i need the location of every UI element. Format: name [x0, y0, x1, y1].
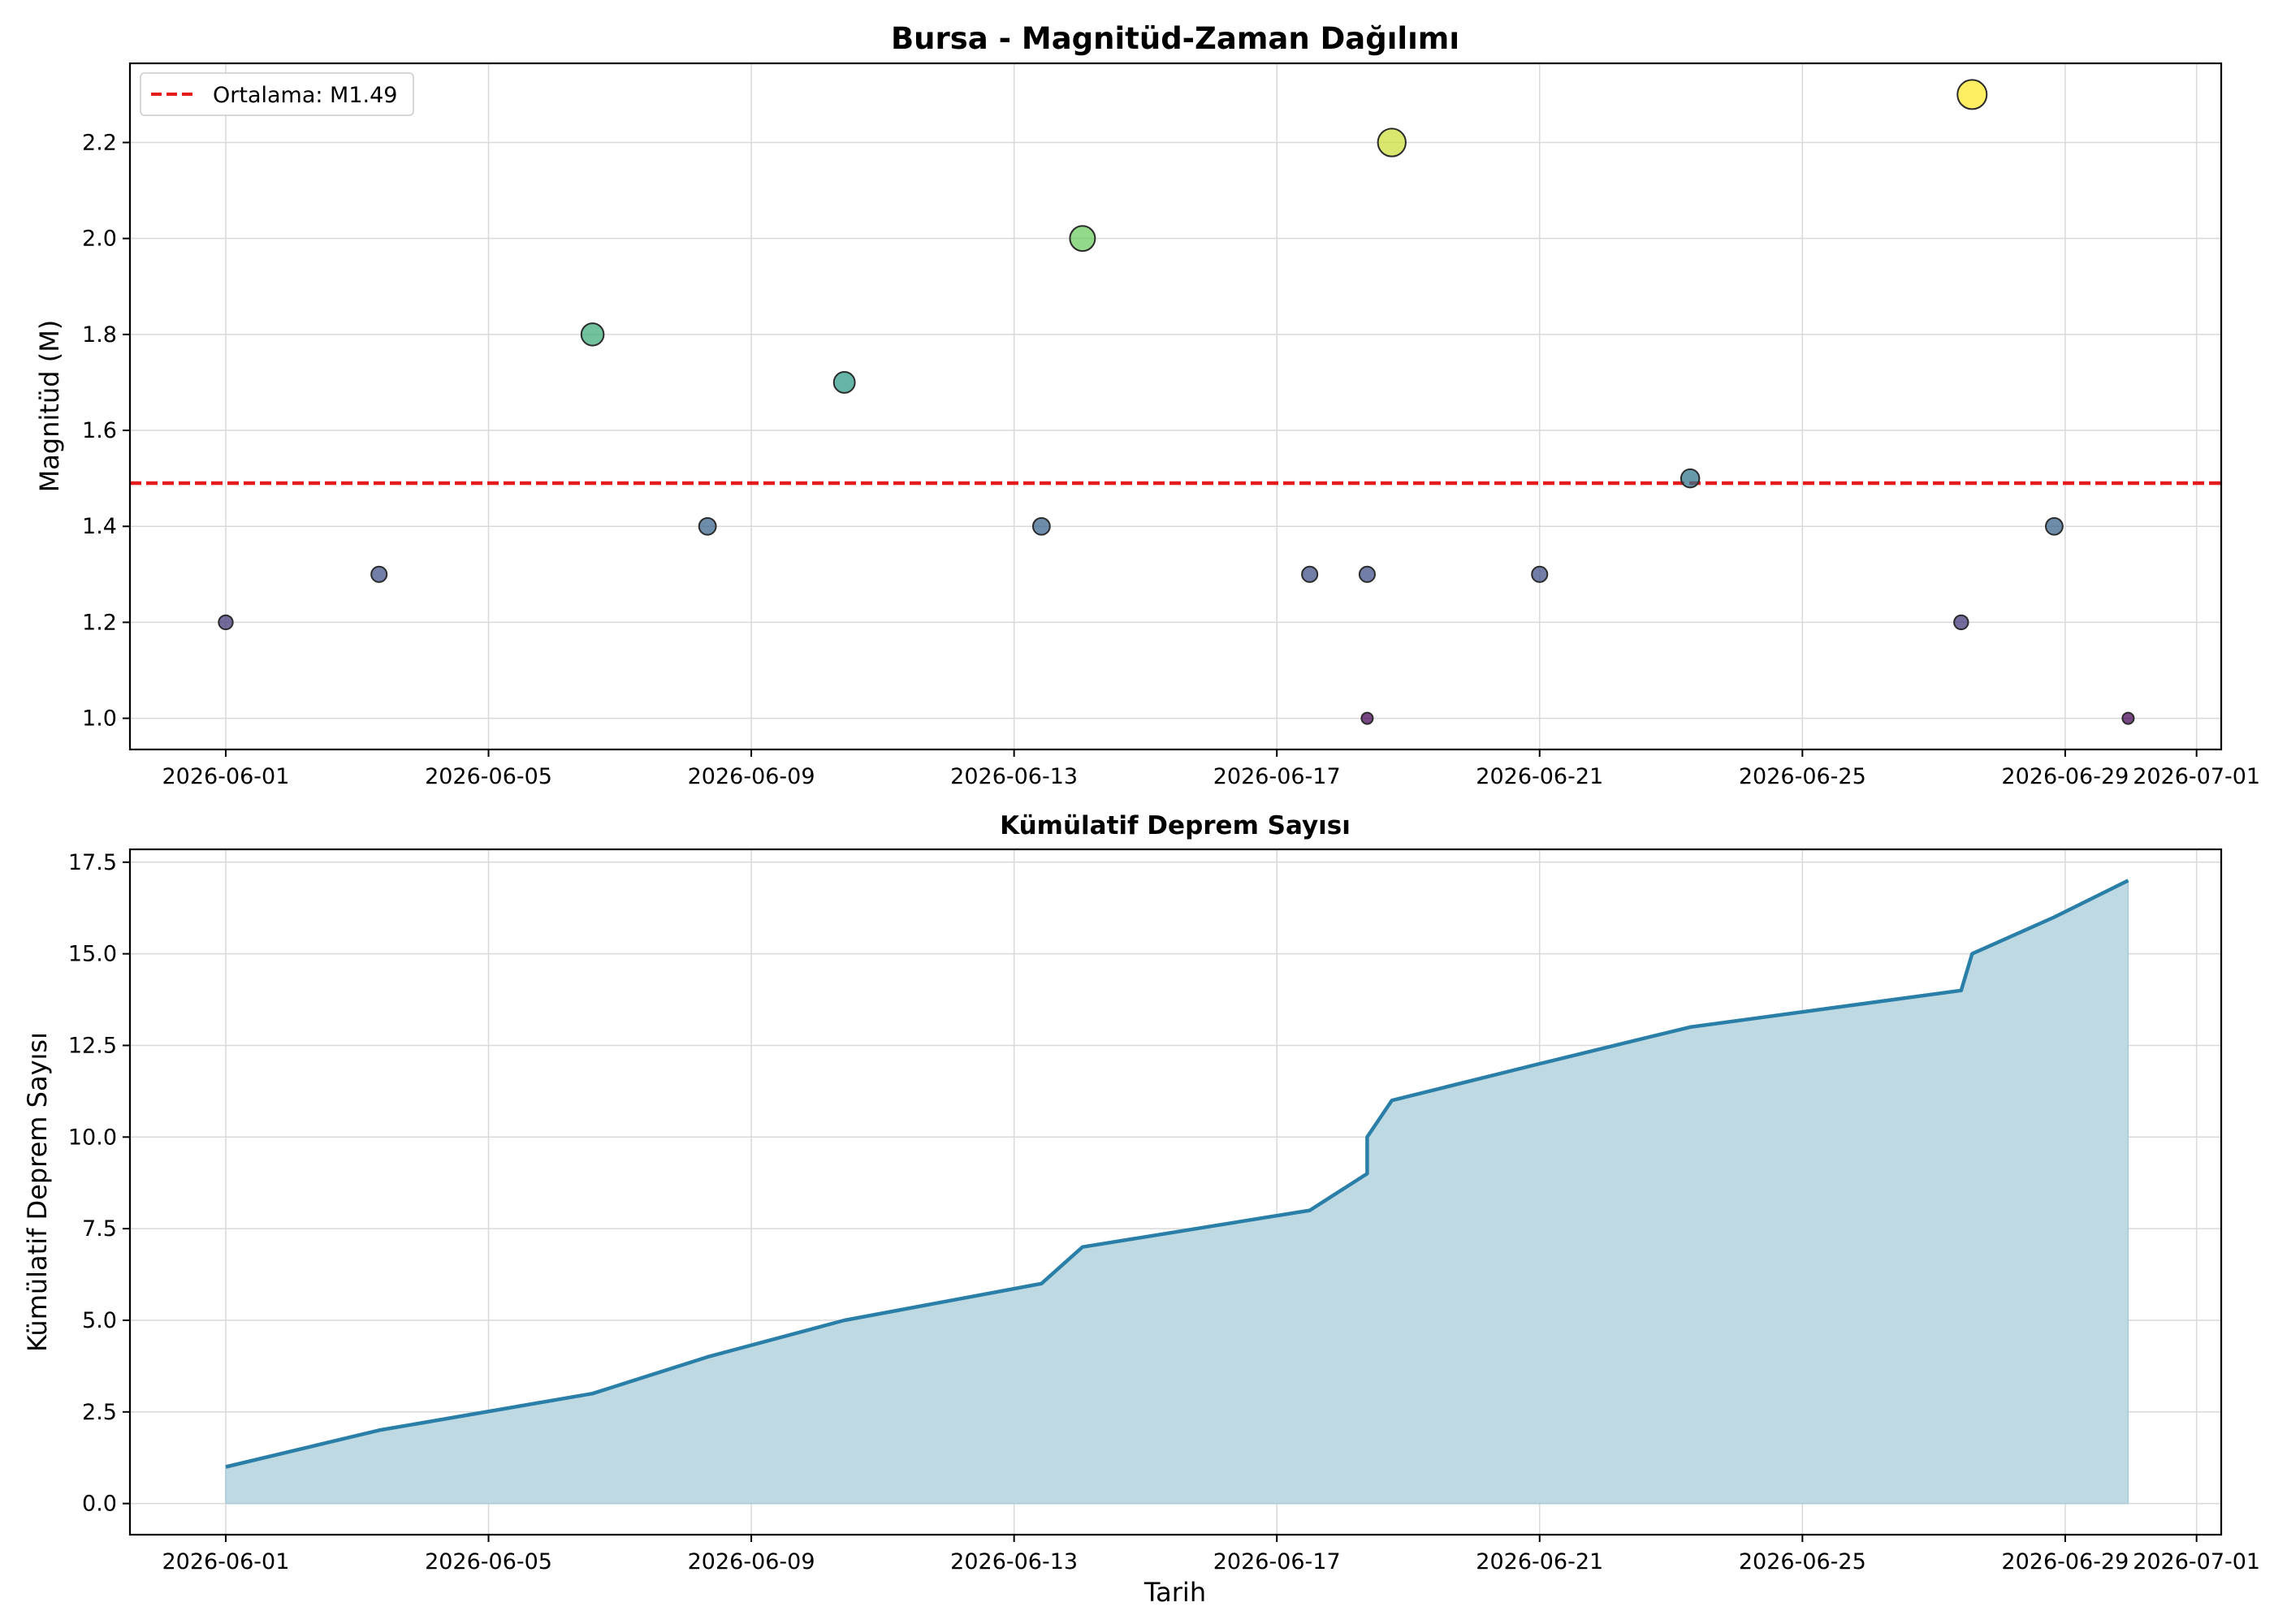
y-tick-label: 1.4	[82, 514, 117, 539]
x-axis-label: Tarih	[1143, 1577, 1206, 1608]
x-tick-label: 2026-07-01	[2133, 1549, 2260, 1574]
data-marks	[130, 79, 2221, 725]
y-tick-label: 15.0	[68, 942, 117, 967]
y-axis-label: Kümülatif Deprem Sayısı	[22, 1032, 53, 1352]
x-tick-label: 2026-06-21	[1476, 764, 1603, 789]
magnitude-time-panel: Bursa - Magnitüd-Zaman Dağılımı 2026-06-…	[34, 21, 2260, 789]
y-axis-label: Magnitüd (M)	[34, 320, 65, 493]
scatter-point	[1069, 225, 1096, 253]
cumulative-area-fill	[225, 879, 2129, 1505]
legend-mean-label: Ortalama: M1.49	[213, 83, 397, 108]
legend: Ortalama: M1.49	[140, 72, 414, 116]
y-tick-label: 17.5	[68, 850, 117, 875]
x-tick-label: 2026-06-13	[950, 764, 1078, 789]
legend-box	[140, 72, 414, 116]
scatter-point	[1031, 516, 1051, 536]
scatter-point	[698, 516, 717, 536]
scatter-point	[1956, 79, 1988, 110]
y-tick-label: 0.0	[82, 1492, 117, 1517]
scatter-point	[1377, 127, 1407, 158]
y-tick-label: 1.0	[82, 706, 117, 732]
scatter-point	[580, 322, 605, 347]
x-tick-label: 2026-06-29	[2001, 1549, 2129, 1574]
scatter-point	[370, 565, 388, 583]
y-axis-ticks: 1.0 1.2 1.4 1.6 1.8 2.0 2.2	[82, 131, 130, 732]
y-axis-ticks: 0.0 2.5 5.0 7.5 10.0 12.5 15.0 17.5	[68, 850, 130, 1517]
scatter-point	[2121, 711, 2135, 725]
y-tick-label: 10.0	[68, 1125, 117, 1150]
scatter-point	[2045, 516, 2064, 536]
x-tick-label: 2026-06-09	[688, 764, 815, 789]
y-tick-label: 5.0	[82, 1308, 117, 1333]
x-tick-label: 2026-06-09	[688, 1549, 815, 1574]
x-tick-label: 2026-06-05	[425, 764, 552, 789]
cumulative-count-panel: Kümülatif Deprem Sayısı 2026-06-01 2026-0…	[22, 811, 2260, 1608]
plot-frame	[128, 848, 2223, 1536]
x-tick-label: 2026-06-01	[162, 1549, 290, 1574]
chart-title: Bursa - Magnitüd-Zaman Dağılımı	[891, 21, 1459, 56]
scatter-point	[218, 614, 234, 631]
grid	[130, 63, 2221, 749]
y-tick-label: 1.6	[82, 418, 117, 443]
scatter-point	[1358, 565, 1376, 583]
x-tick-label: 2026-06-13	[950, 1549, 1078, 1574]
scatter-point	[1680, 468, 1701, 489]
scatter-point	[832, 371, 856, 394]
x-tick-label: 2026-06-25	[1739, 1549, 1866, 1574]
x-tick-label: 2026-06-05	[425, 1549, 552, 1574]
y-tick-label: 2.2	[82, 131, 117, 156]
x-tick-label: 2026-06-17	[1213, 764, 1341, 789]
y-tick-label: 1.2	[82, 610, 117, 635]
x-tick-label: 2026-06-25	[1739, 764, 1866, 789]
y-tick-label: 2.0	[82, 227, 117, 252]
y-tick-label: 2.5	[82, 1400, 117, 1425]
x-tick-label: 2026-06-01	[162, 764, 290, 789]
y-tick-label: 12.5	[68, 1033, 117, 1058]
scatter-point	[1953, 614, 1969, 631]
cumulative-line	[225, 879, 2129, 1469]
x-axis-ticks: 2026-06-01 2026-06-05 2026-06-09 2026-06-13…	[162, 749, 2260, 789]
scatter-point	[1360, 711, 1374, 725]
x-tick-label: 2026-06-29	[2001, 764, 2129, 789]
chart-title: Kümülatif Deprem Sayısı	[1000, 811, 1351, 840]
scatter-point	[1531, 565, 1549, 583]
y-tick-label: 7.5	[82, 1216, 117, 1242]
plot-frame	[128, 62, 2223, 751]
scatter-point	[1301, 565, 1319, 583]
x-tick-label: 2026-06-17	[1213, 1549, 1341, 1574]
y-tick-label: 1.8	[82, 322, 117, 348]
x-tick-label: 2026-06-21	[1476, 1549, 1603, 1574]
x-tick-label: 2026-07-01	[2133, 764, 2260, 789]
x-axis-ticks: 2026-06-01 2026-06-05 2026-06-09 2026-06-13…	[162, 1535, 2260, 1574]
data-marks	[225, 879, 2129, 1505]
